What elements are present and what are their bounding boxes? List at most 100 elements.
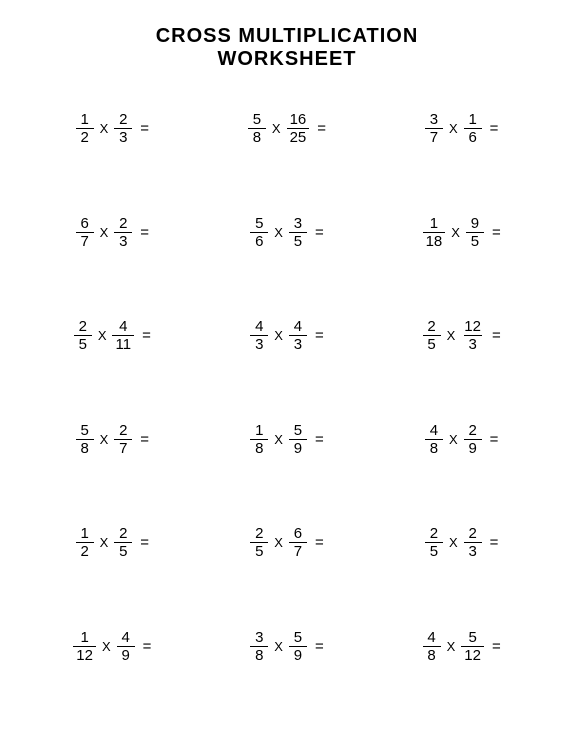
fraction-a: 43 bbox=[250, 318, 268, 354]
multiply-operator: X bbox=[274, 225, 283, 240]
numerator-b: 2 bbox=[116, 525, 130, 542]
numerator-a: 2 bbox=[76, 318, 90, 335]
denominator-b: 5 bbox=[466, 232, 484, 250]
denominator-a: 5 bbox=[425, 542, 443, 560]
denominator-b: 7 bbox=[114, 439, 132, 457]
problem: 37X16= bbox=[384, 111, 539, 147]
equals-sign: = bbox=[490, 534, 499, 551]
numerator-a: 1 bbox=[427, 215, 441, 232]
equals-sign: = bbox=[142, 327, 151, 344]
title-line-2: WORKSHEET bbox=[35, 48, 539, 71]
numerator-a: 4 bbox=[427, 422, 441, 439]
fraction-b: 59 bbox=[289, 629, 307, 665]
fraction-b: 23 bbox=[114, 111, 132, 147]
denominator-a: 12 bbox=[73, 646, 96, 664]
worksheet-title: CROSS MULTIPLICATION WORKSHEET bbox=[35, 25, 539, 71]
fraction-b: 123 bbox=[461, 318, 484, 354]
numerator-a: 2 bbox=[427, 525, 441, 542]
denominator-a: 18 bbox=[423, 232, 446, 250]
multiply-operator: X bbox=[102, 639, 111, 654]
problem: 112 X 49 = bbox=[35, 629, 190, 665]
numerator-b: 5 bbox=[291, 422, 305, 439]
fraction-b: 411 bbox=[112, 318, 134, 354]
denominator-a: 7 bbox=[76, 232, 94, 250]
denominator-a: 5 bbox=[250, 542, 268, 560]
fraction-b: 49 bbox=[117, 629, 135, 665]
numerator-b: 4 bbox=[118, 629, 132, 646]
problem: 25 X 411 = bbox=[35, 318, 190, 354]
denominator-b: 9 bbox=[464, 439, 482, 457]
numerator-b: 9 bbox=[468, 215, 482, 232]
fraction-b: 29 bbox=[464, 422, 482, 458]
fraction-a: 56 bbox=[250, 215, 268, 251]
denominator-a: 6 bbox=[250, 232, 268, 250]
denominator-a: 8 bbox=[423, 646, 441, 664]
equals-sign: = bbox=[315, 638, 324, 655]
equals-sign: = bbox=[140, 431, 149, 448]
problem: 118X95= bbox=[384, 215, 539, 251]
fraction-b: 23 bbox=[114, 215, 132, 251]
problem: 48X29= bbox=[384, 422, 539, 458]
multiply-operator: X bbox=[274, 535, 283, 550]
numerator-b: 2 bbox=[465, 525, 479, 542]
multiply-operator: X bbox=[100, 432, 109, 447]
multiply-operator: X bbox=[100, 121, 109, 136]
multiply-operator: X bbox=[98, 328, 107, 343]
multiply-operator: X bbox=[447, 639, 456, 654]
equals-sign: = bbox=[143, 638, 152, 655]
multiply-operator: X bbox=[449, 432, 458, 447]
multiply-operator: X bbox=[274, 639, 283, 654]
denominator-a: 8 bbox=[250, 646, 268, 664]
denominator-a: 8 bbox=[425, 439, 443, 457]
problem: 12X25= bbox=[35, 525, 190, 561]
numerator-a: 2 bbox=[424, 318, 438, 335]
fraction-a: 25 bbox=[425, 525, 443, 561]
numerator-b: 2 bbox=[116, 111, 130, 128]
equals-sign: = bbox=[315, 431, 324, 448]
denominator-a: 8 bbox=[250, 439, 268, 457]
denominator-a: 2 bbox=[76, 542, 94, 560]
fraction-b: 27 bbox=[114, 422, 132, 458]
fraction-a: 48 bbox=[423, 629, 441, 665]
problem: 43X43= bbox=[210, 318, 365, 354]
numerator-b: 2 bbox=[116, 215, 130, 232]
multiply-operator: X bbox=[274, 328, 283, 343]
numerator-a: 5 bbox=[250, 111, 264, 128]
problem: 58X1625= bbox=[210, 111, 365, 147]
equals-sign: = bbox=[317, 120, 326, 137]
numerator-a: 1 bbox=[77, 111, 91, 128]
numerator-b: 2 bbox=[116, 422, 130, 439]
denominator-a: 7 bbox=[425, 128, 443, 146]
multiply-operator: X bbox=[100, 225, 109, 240]
equals-sign: = bbox=[140, 224, 149, 241]
denominator-a: 3 bbox=[250, 335, 268, 353]
denominator-b: 5 bbox=[289, 232, 307, 250]
numerator-a: 3 bbox=[252, 629, 266, 646]
equals-sign: = bbox=[140, 534, 149, 551]
fraction-a: 18 bbox=[250, 422, 268, 458]
fraction-a: 37 bbox=[425, 111, 443, 147]
multiply-operator: X bbox=[449, 121, 458, 136]
fraction-a: 25 bbox=[74, 318, 92, 354]
fraction-a: 58 bbox=[248, 111, 266, 147]
numerator-a: 5 bbox=[252, 215, 266, 232]
numerator-a: 5 bbox=[77, 422, 91, 439]
denominator-b: 3 bbox=[464, 335, 482, 353]
fraction-b: 25 bbox=[114, 525, 132, 561]
numerator-a: 2 bbox=[252, 525, 266, 542]
numerator-a: 4 bbox=[424, 629, 438, 646]
equals-sign: = bbox=[315, 534, 324, 551]
fraction-a: 112 bbox=[73, 629, 96, 665]
fraction-a: 48 bbox=[425, 422, 443, 458]
denominator-b: 6 bbox=[464, 128, 482, 146]
equals-sign: = bbox=[315, 327, 324, 344]
numerator-a: 1 bbox=[252, 422, 266, 439]
fraction-b: 1625 bbox=[287, 111, 310, 147]
numerator-a: 4 bbox=[252, 318, 266, 335]
fraction-b: 43 bbox=[289, 318, 307, 354]
numerator-b: 4 bbox=[116, 318, 130, 335]
numerator-a: 6 bbox=[77, 215, 91, 232]
multiply-operator: X bbox=[274, 432, 283, 447]
denominator-b: 3 bbox=[289, 335, 307, 353]
fraction-b: 16 bbox=[464, 111, 482, 147]
